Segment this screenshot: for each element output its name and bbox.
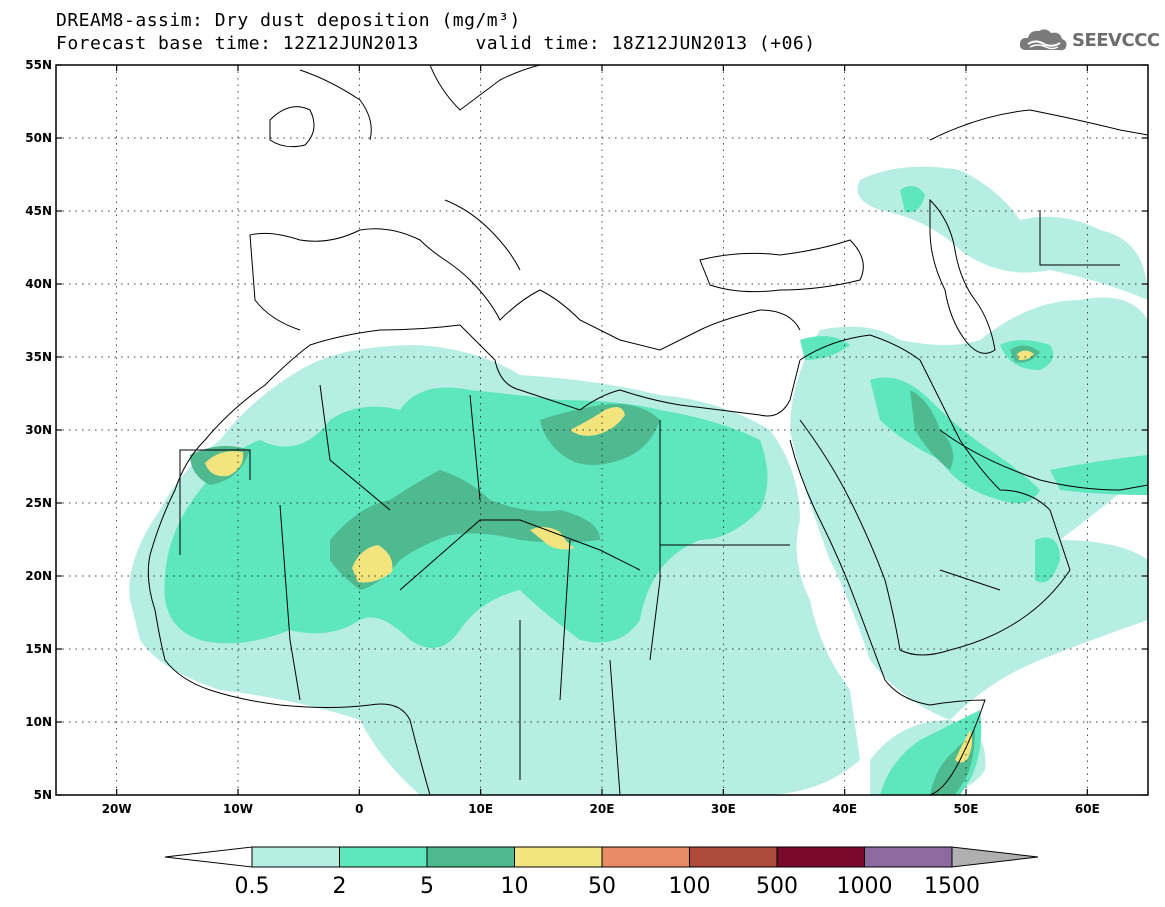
logo-text: SEEVCCC xyxy=(1072,29,1160,51)
lat-tick-label: 25N xyxy=(25,496,52,510)
colorbar-label: 5 xyxy=(420,874,434,899)
colorbar-segment xyxy=(426,846,515,868)
colorbar-label: 0.5 xyxy=(235,874,270,899)
chart-title: DREAM8-assim: Dry dust deposition (mg/m³… xyxy=(56,10,521,31)
colorbar-segment xyxy=(689,846,778,868)
colorbar-label: 2 xyxy=(333,874,347,899)
lon-tick-label: 10W xyxy=(223,802,253,816)
lon-tick-label: 60E xyxy=(1075,802,1100,816)
grid xyxy=(56,65,1148,795)
axis-ticks: 55N 50N 45N 40N 35N 30N 25N 20N 15N 10N 5N 20W 10W 0 1… xyxy=(25,58,1148,816)
colorbar-label: 1000 xyxy=(837,874,893,899)
level-10-50 xyxy=(205,350,1034,763)
cloud-icon xyxy=(1019,29,1067,51)
lat-tick-label: 10N xyxy=(25,715,52,729)
colorbar-segment xyxy=(251,846,340,868)
deposition-field xyxy=(129,166,1148,795)
colorbar-label: 10 xyxy=(501,874,529,899)
valid-time: valid time: 18Z12JUN2013 (+06) xyxy=(475,33,816,54)
lon-tick-label: 50E xyxy=(954,802,979,816)
lon-tick-label: 20E xyxy=(590,802,615,816)
colorbar-label: 1500 xyxy=(924,874,980,899)
lon-tick-label: 10E xyxy=(468,802,493,816)
colorbar-label: 500 xyxy=(756,874,798,899)
colorbar-under-triangle xyxy=(164,846,253,868)
lat-tick-label: 45N xyxy=(25,204,52,218)
colorbar-over-triangle xyxy=(951,846,1039,868)
lon-tick-label: 0 xyxy=(355,802,363,816)
lat-tick-label: 50N xyxy=(25,131,52,145)
lat-tick-label: 5N xyxy=(34,788,52,802)
base-time: Forecast base time: 12Z12JUN2013 xyxy=(56,33,419,54)
lat-tick-label: 15N xyxy=(25,642,52,656)
lon-tick-label: 40E xyxy=(832,802,857,816)
seevccc-logo: SEEVCCC xyxy=(1018,26,1160,54)
colorbar: 0.5 2 5 10 50 100 500 1000 1500 xyxy=(164,846,1039,899)
lat-tick-label: 55N xyxy=(25,58,52,72)
lat-tick-label: 35N xyxy=(25,350,52,364)
lon-tick-label: 20W xyxy=(102,802,132,816)
colorbar-label: 100 xyxy=(669,874,711,899)
coastlines xyxy=(147,65,1148,795)
lon-tick-label: 30E xyxy=(711,802,736,816)
colorbar-segment xyxy=(776,846,865,868)
colorbar-segment xyxy=(864,846,953,868)
lat-tick-label: 20N xyxy=(25,569,52,583)
colorbar-label: 50 xyxy=(588,874,616,899)
colorbar-segment xyxy=(339,846,428,868)
lat-tick-label: 30N xyxy=(25,423,52,437)
lat-tick-label: 40N xyxy=(25,277,52,291)
colorbar-segment xyxy=(601,846,690,868)
colorbar-segment xyxy=(514,846,603,868)
chart-subtitle: Forecast base time: 12Z12JUN2013 valid t… xyxy=(56,33,816,54)
